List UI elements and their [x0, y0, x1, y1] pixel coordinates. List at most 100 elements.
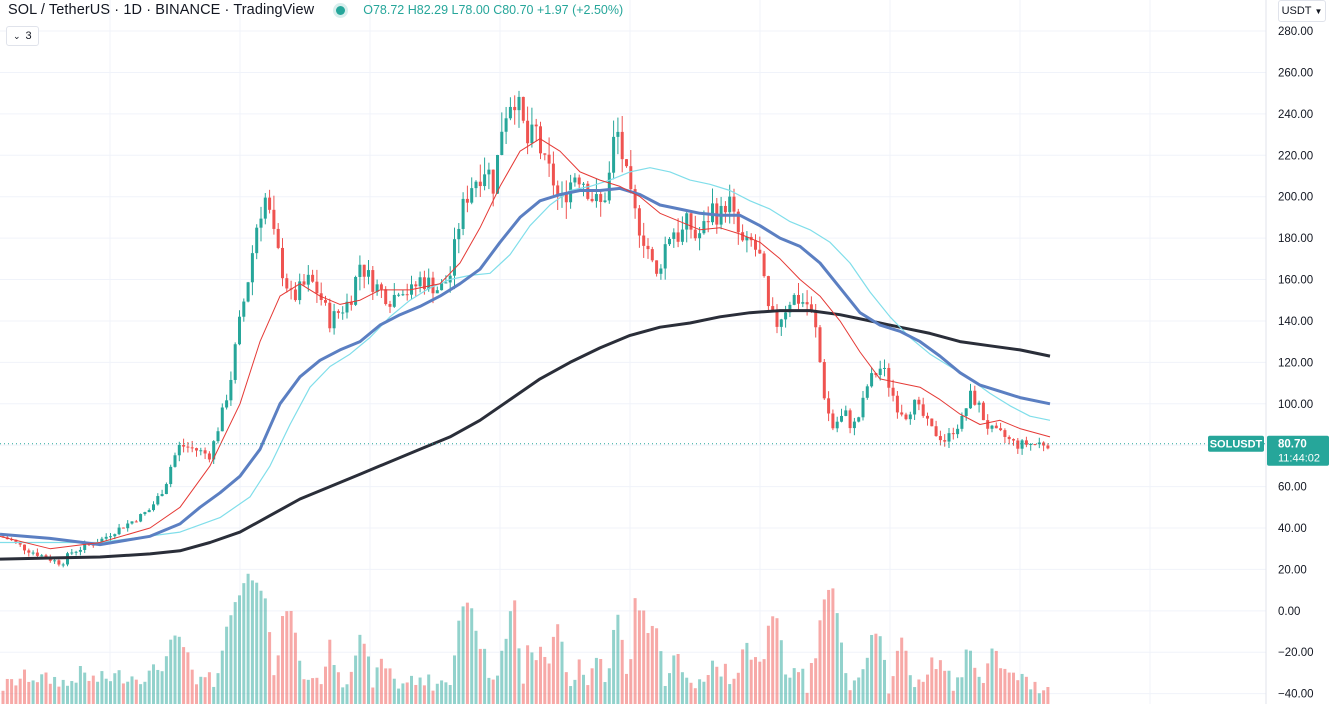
volume-bar: [706, 675, 710, 704]
volume-bar: [646, 633, 650, 704]
candle-body: [143, 512, 147, 515]
volume-bar: [745, 642, 749, 704]
volume-bar: [930, 657, 934, 704]
volume-bar: [1003, 668, 1007, 704]
volume-bar: [293, 632, 297, 704]
volume-bar: [453, 655, 456, 704]
candle-body: [831, 413, 835, 429]
volume-bar: [1037, 693, 1041, 704]
candle-body: [1042, 442, 1046, 446]
volume-bar: [913, 687, 917, 704]
chevron-down-icon: ⌄: [13, 30, 21, 41]
candle-body: [822, 362, 826, 399]
volume-bar: [951, 690, 955, 704]
candle-body: [521, 96, 525, 121]
candle-body: [298, 281, 302, 301]
candle-body: [947, 433, 951, 442]
volume-bar: [603, 682, 607, 704]
volume-bar: [599, 659, 603, 704]
indicators-toggle-button[interactable]: ⌄ 3: [6, 26, 39, 46]
volume-bar: [121, 683, 125, 704]
candle-body: [612, 136, 616, 173]
volume-bar: [784, 674, 788, 704]
candle-body: [324, 300, 327, 303]
volume-bar: [840, 642, 843, 704]
indicators-count: 3: [25, 30, 32, 42]
market-status-icon: [336, 5, 346, 15]
candle-body: [302, 281, 306, 285]
candle-body: [246, 282, 250, 302]
volume-bar: [1020, 673, 1024, 704]
candle-body: [422, 277, 426, 290]
currency-select-button[interactable]: USDT ▼: [1278, 0, 1326, 22]
ma-mid-line: [0, 186, 1051, 547]
candle-body: [547, 154, 551, 164]
candle-body: [216, 431, 220, 442]
volume-bar: [986, 663, 990, 704]
candle-body: [779, 319, 783, 327]
volume-bar: [680, 672, 684, 704]
candle-body: [913, 399, 917, 415]
candle-body: [668, 238, 671, 245]
volume-bar: [1046, 687, 1050, 704]
volume-bar: [938, 660, 942, 704]
candle-body: [242, 301, 246, 317]
volume-bar: [723, 663, 727, 704]
volume-bar: [345, 684, 349, 704]
volume-bar: [921, 681, 925, 704]
candle-body: [930, 418, 934, 427]
candle-body: [625, 159, 628, 167]
volume-bar: [689, 682, 693, 704]
volume-bar: [388, 668, 392, 704]
price-axis-label: 260.00: [1278, 67, 1313, 79]
candle-body: [517, 96, 521, 111]
candle-body: [379, 284, 383, 290]
price-axis-label: 200.00: [1278, 192, 1313, 204]
candle-body: [491, 169, 495, 194]
volume-bar: [895, 650, 899, 704]
volume-bar: [517, 648, 521, 704]
volume-bar: [861, 669, 865, 704]
candle-body: [259, 218, 263, 228]
volume-bar: [569, 686, 573, 704]
price-label: 80.70: [1278, 439, 1307, 451]
candle-body: [336, 311, 340, 313]
candle-body: [921, 404, 925, 416]
volume-bar: [874, 633, 878, 704]
volume-bar: [960, 677, 964, 704]
price-axis-label: 40.00: [1278, 523, 1307, 535]
volume-bar: [130, 676, 134, 704]
candle-body: [650, 249, 654, 261]
volume-bar: [900, 637, 904, 704]
volume-bar: [801, 668, 805, 704]
candle-body: [904, 414, 908, 420]
price-axis-background[interactable]: [1266, 0, 1334, 704]
volume-bar: [212, 686, 216, 704]
candle-body: [797, 294, 800, 304]
volume-bar: [758, 661, 762, 704]
candle-body: [504, 118, 508, 132]
price-axis-label: 220.00: [1278, 150, 1313, 162]
volume-bar: [414, 684, 418, 704]
volume-bar: [956, 677, 960, 704]
symbol-title[interactable]: SOL / TetherUS · 1D · BINANCE · TradingV…: [8, 2, 315, 18]
volume-bar: [564, 672, 568, 704]
chart-header: SOL / TetherUS · 1D · BINANCE · TradingV…: [8, 2, 623, 18]
volume-bar: [715, 666, 719, 704]
candle-body: [969, 390, 972, 409]
candle-body: [543, 153, 547, 155]
candle-body: [405, 294, 409, 296]
candle-body: [633, 189, 637, 209]
candle-body: [27, 550, 31, 553]
volume-bar: [977, 676, 981, 704]
volume-bar: [255, 582, 259, 704]
candle-body: [440, 283, 444, 291]
volume-bar: [530, 652, 534, 704]
candle-body: [461, 198, 465, 229]
candle-body: [139, 514, 143, 522]
volume-bar: [594, 657, 598, 704]
volume-bar: [91, 675, 95, 704]
candle-body: [483, 174, 487, 187]
volume-bar: [5, 678, 9, 704]
